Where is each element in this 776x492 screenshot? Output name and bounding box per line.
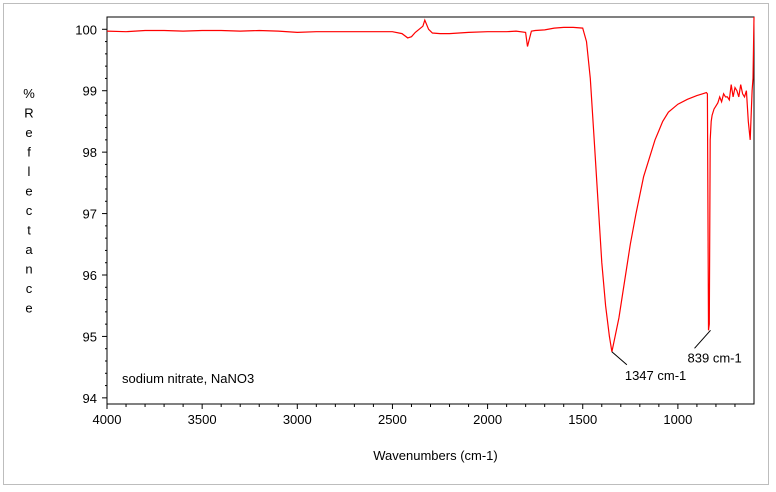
x-tick-label: 3500 [188,412,217,427]
y-tick-label: 100 [75,22,97,37]
sample-label: sodium nitrate, NaNO3 [122,371,254,386]
x-tick-label: 1500 [568,412,597,427]
y-tick-label: 96 [83,268,97,283]
y-tick-label: 97 [83,207,97,222]
y-tick-label: 95 [83,329,97,344]
y-tick-label: 99 [83,84,97,99]
spectrum-line [106,16,755,352]
x-axis-label: Wavenumbers (cm-1) [373,448,497,463]
x-tick-label: 1000 [663,412,692,427]
y-tick-label: 94 [83,391,97,406]
peak-839-label: 839 cm-1 [688,350,742,365]
peak-1347-label: 1347 cm-1 [625,368,686,383]
x-tick-label: 2000 [473,412,502,427]
x-tick-label: 4000 [93,412,122,427]
peak-839-leader [694,329,711,349]
peak-1347-leader [611,351,628,366]
x-tick-label: 3000 [283,412,312,427]
y-tick-label: 98 [83,145,97,160]
chart-frame [3,3,769,485]
plot-area-border [106,16,755,405]
x-tick-label: 2500 [378,412,407,427]
